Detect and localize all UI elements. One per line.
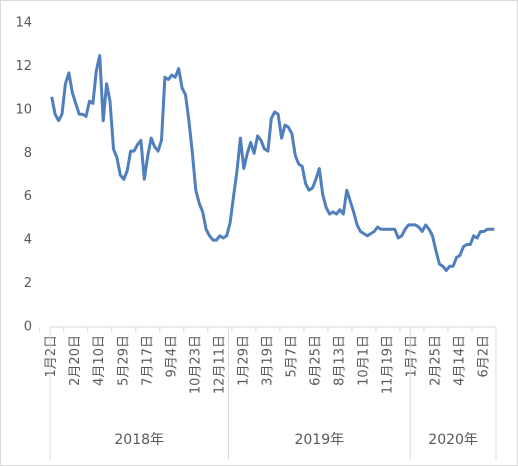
x-tick-label: 12月11日 [212,335,227,394]
y-tick-label: 10 [15,102,32,117]
x-tick-label: 4月14日 [452,335,467,386]
y-tick-label: 0 [24,320,32,335]
x-tick-label: 1月2日 [44,335,59,378]
y-tick-label: 12 [15,59,32,74]
x-tick-label: 2月20日 [68,335,83,386]
y-tick-label: 14 [15,16,32,31]
x-tick-label: 1月29日 [236,335,251,386]
x-tick-label: 2月25日 [428,335,443,386]
x-tick-label: 5月29日 [116,335,131,386]
y-tick-label: 6 [24,189,32,204]
x-tick-label: 3月19日 [260,335,275,386]
x-tick-label: 4月10日 [92,335,107,386]
x-tick-label: 6月2日 [476,335,491,378]
x-tick-label: 1月7日 [404,335,419,378]
x-tick-label: 10月1日 [356,335,371,386]
x-tick-label: 11月19日 [380,335,395,394]
group-label: 2018年 [114,432,164,448]
line-series [50,54,495,272]
x-tick-label: 10月23日 [188,335,203,394]
x-tick-label: 7月17日 [140,335,155,386]
x-tick-label: 5月7日 [284,335,299,378]
group-label: 2020年 [428,432,478,448]
x-tick-label: 6月25日 [308,335,323,386]
y-tick-label: 4 [24,233,32,248]
x-tick-label: 8月13日 [332,335,347,386]
y-tick-label: 2 [24,276,32,291]
y-tick-label: 8 [24,146,32,161]
group-label: 2019年 [294,432,344,448]
x-tick-label: 9月4日 [164,335,179,378]
